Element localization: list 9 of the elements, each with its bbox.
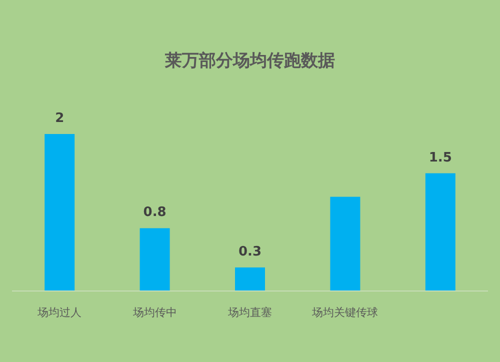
data-label: 0.3 — [238, 244, 262, 260]
x-tick-label: 场均过人 — [36, 306, 82, 319]
chart-title: 莱万部分场均传跑数据 — [164, 51, 335, 71]
x-tick-label: 场均直塞 — [227, 306, 272, 319]
data-label: 1.5 — [428, 150, 452, 166]
x-tick-label: 场均关键传球 — [311, 306, 378, 319]
x-tick-label: 场均传中 — [132, 306, 177, 319]
data-label: 2 — [55, 111, 64, 126]
data-label: 0.8 — [143, 205, 166, 220]
